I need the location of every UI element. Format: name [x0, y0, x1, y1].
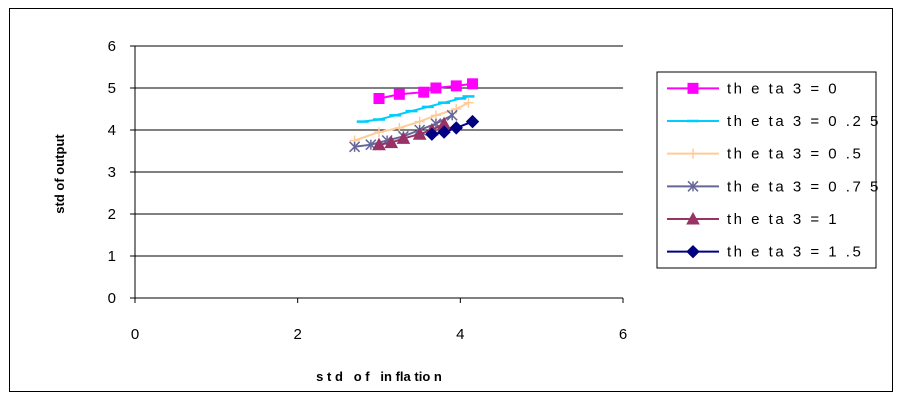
- data-point: [430, 82, 442, 94]
- legend-item: th e ta 3 = 0 .7 5: [667, 178, 881, 195]
- legend-swatch-marker: [687, 82, 699, 94]
- tick-labels: 0 1 2 3 4 5 6 0 2 4 6: [108, 38, 628, 343]
- data-point: [450, 80, 462, 92]
- y-tick-label: 2: [108, 206, 116, 223]
- legend-item: th e ta 3 = 1 .5: [667, 244, 863, 261]
- data-point: [449, 121, 463, 135]
- legend-swatch-marker: [686, 211, 700, 225]
- legend-label: th e ta 3 = 1: [727, 211, 839, 228]
- axes: [130, 45, 624, 303]
- data-point: [412, 127, 427, 140]
- data-point: [349, 141, 361, 153]
- y-tick-label: 5: [108, 80, 116, 97]
- x-tick-label: 4: [456, 326, 464, 343]
- data-point: [384, 135, 399, 149]
- y-tick-label: 3: [108, 164, 116, 181]
- legend-box: [656, 71, 877, 269]
- legend-label: th e ta 3 = 0: [727, 80, 839, 97]
- scatter-chart: 0 1 2 3 4 5 6 0 2 4 6 s t d o f in fla tio n std o…: [52, 38, 881, 384]
- data-point: [373, 93, 385, 104]
- data-point: [451, 104, 462, 114]
- y-tick-label: 0: [108, 290, 116, 307]
- x-tick-label: 2: [293, 326, 301, 343]
- series-1: [356, 95, 475, 123]
- series-line: [431, 120, 473, 136]
- legend-item: th e ta 3 = 0: [667, 80, 839, 97]
- data-point: [465, 114, 480, 129]
- data-point: [396, 131, 411, 144]
- legend-label: th e ta 3 = 0 .7 5: [727, 178, 881, 195]
- chart-frame: 0 1 2 3 4 5 6 0 2 4 6 s t d o f in fla tio n std o…: [9, 8, 893, 392]
- legend-item: th e ta 3 = 0 .5: [667, 146, 863, 163]
- legend-label: th e ta 3 = 0 .2 5: [727, 113, 881, 130]
- y-axis-title: std of output: [52, 134, 67, 214]
- data-point: [430, 110, 441, 121]
- legend: th e ta 3 = 0 th e ta 3 = 0 .2 5 th e ta 3…: [656, 71, 881, 269]
- legend-swatch-marker: [688, 148, 698, 159]
- data-point: [393, 88, 405, 100]
- data-point: [418, 86, 430, 98]
- x-axis-title: s t d o f in fla tio n: [316, 369, 442, 384]
- series-layer: [349, 78, 480, 153]
- x-tick-label: 6: [619, 326, 627, 343]
- data-point: [463, 97, 474, 108]
- y-tick-label: 6: [108, 38, 116, 55]
- series-5: [425, 114, 480, 141]
- data-point: [446, 109, 458, 121]
- legend-swatch-marker: [686, 244, 700, 259]
- y-tick-label: 1: [108, 248, 116, 265]
- x-tick-label: 0: [131, 326, 139, 343]
- legend-swatch-marker: [687, 180, 699, 192]
- data-point: [425, 127, 439, 141]
- legend-label: th e ta 3 = 1 .5: [727, 244, 863, 261]
- legend-item: th e ta 3 = 0 .2 5: [667, 113, 881, 130]
- data-point: [437, 125, 451, 139]
- y-tick-label: 4: [108, 122, 116, 139]
- data-point: [372, 137, 386, 151]
- data-point: [414, 116, 425, 127]
- series-0: [373, 78, 479, 104]
- legend-item: th e ta 3 = 1: [667, 211, 839, 228]
- data-point: [467, 78, 479, 90]
- legend-label: th e ta 3 = 0 .5: [727, 146, 863, 163]
- data-point: [374, 127, 384, 138]
